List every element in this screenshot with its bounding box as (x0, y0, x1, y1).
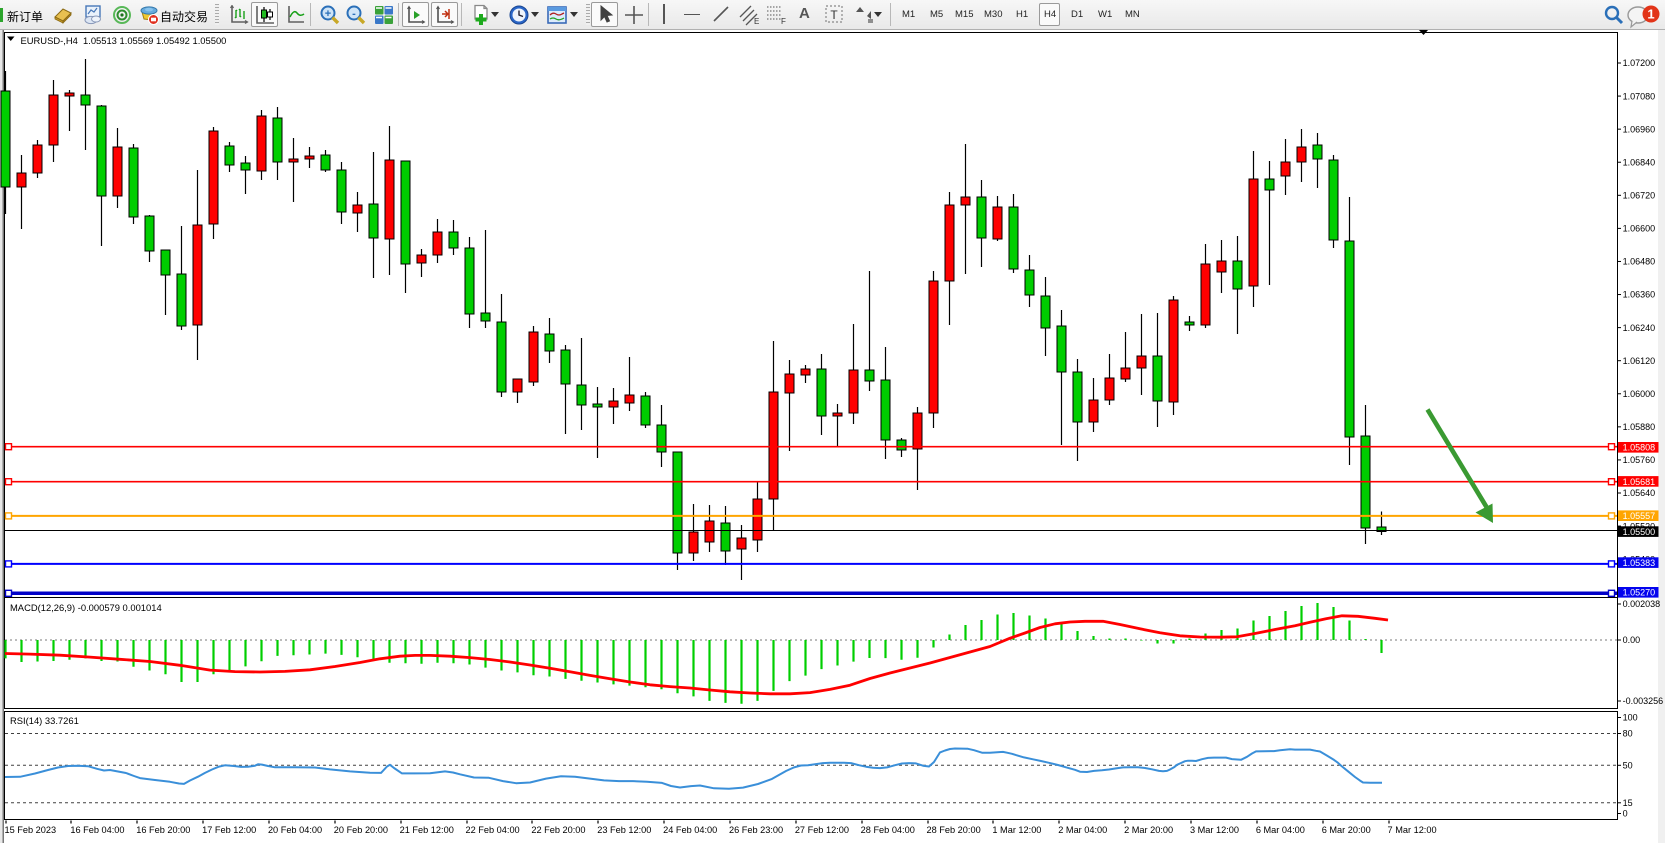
svg-text:20 Feb 20:00: 20 Feb 20:00 (334, 825, 388, 835)
svg-text:2 Mar 04:00: 2 Mar 04:00 (1058, 825, 1107, 835)
svg-text:22 Feb 04:00: 22 Feb 04:00 (466, 825, 520, 835)
svg-text:EURUSD-,H4 1.05513 1.05569 1.: EURUSD-,H4 1.05513 1.05569 1.05492 1.055… (21, 35, 227, 46)
svg-text:23 Feb 12:00: 23 Feb 12:00 (597, 825, 651, 835)
svg-text:1.06000: 1.06000 (1623, 389, 1656, 399)
svg-text:1.06720: 1.06720 (1623, 191, 1656, 201)
svg-text:-: - (352, 8, 356, 20)
svg-text:15: 15 (1623, 798, 1633, 808)
svg-text:20 Feb 04:00: 20 Feb 04:00 (268, 825, 322, 835)
svg-text:1.05640: 1.05640 (1623, 488, 1656, 498)
svg-text:0: 0 (1623, 809, 1628, 819)
svg-text:17 Feb 12:00: 17 Feb 12:00 (202, 825, 256, 835)
svg-text:7 Mar 12:00: 7 Mar 12:00 (1388, 825, 1437, 835)
svg-text:80: 80 (1623, 729, 1633, 739)
svg-text:21 Feb 12:00: 21 Feb 12:00 (400, 825, 454, 835)
svg-text:E: E (754, 17, 759, 26)
svg-text:28 Feb 20:00: 28 Feb 20:00 (927, 825, 981, 835)
svg-text:22 Feb 20:00: 22 Feb 20:00 (531, 825, 585, 835)
svg-text:15 Feb 2023: 15 Feb 2023 (5, 825, 57, 835)
svg-text:1.06120: 1.06120 (1623, 356, 1656, 366)
svg-text:T: T (830, 8, 838, 22)
svg-text:1.05557: 1.05557 (1623, 511, 1656, 521)
svg-text:100: 100 (1623, 713, 1638, 723)
svg-text:1.05500: 1.05500 (1623, 527, 1656, 537)
svg-text:16 Feb 20:00: 16 Feb 20:00 (136, 825, 190, 835)
svg-text:1.06960: 1.06960 (1623, 124, 1656, 134)
svg-text:1.05808: 1.05808 (1623, 443, 1656, 453)
svg-text:50: 50 (1623, 761, 1633, 771)
svg-text:+: + (325, 8, 331, 20)
svg-text:1.06840: 1.06840 (1623, 157, 1656, 167)
svg-text:RSI(14) 33.7261: RSI(14) 33.7261 (10, 715, 79, 726)
svg-text:0.00: 0.00 (1623, 635, 1641, 645)
svg-text:1.05681: 1.05681 (1623, 477, 1656, 487)
svg-text:3 Mar 12:00: 3 Mar 12:00 (1190, 825, 1239, 835)
svg-text:1.05520: 1.05520 (1623, 521, 1656, 531)
svg-text:1.05383: 1.05383 (1623, 558, 1656, 568)
svg-text:1: 1 (1647, 7, 1654, 22)
svg-text:16 Feb 04:00: 16 Feb 04:00 (70, 825, 124, 835)
svg-text:27 Feb 12:00: 27 Feb 12:00 (795, 825, 849, 835)
svg-text:1.06240: 1.06240 (1623, 323, 1656, 333)
svg-text:24 Feb 04:00: 24 Feb 04:00 (663, 825, 717, 835)
svg-text:0.002038: 0.002038 (1623, 599, 1661, 609)
svg-text:28 Feb 04:00: 28 Feb 04:00 (861, 825, 915, 835)
svg-text:2 Mar 20:00: 2 Mar 20:00 (1124, 825, 1173, 835)
svg-text:6 Mar 20:00: 6 Mar 20:00 (1322, 825, 1371, 835)
svg-text:1.06600: 1.06600 (1623, 224, 1656, 234)
svg-text:6 Mar 04:00: 6 Mar 04:00 (1256, 825, 1305, 835)
svg-text:26 Feb 23:00: 26 Feb 23:00 (729, 825, 783, 835)
svg-text:1.06360: 1.06360 (1623, 290, 1656, 300)
svg-text:-0.003256: -0.003256 (1623, 696, 1664, 706)
svg-text:1.06480: 1.06480 (1623, 257, 1656, 267)
svg-text:1.05270: 1.05270 (1623, 588, 1656, 598)
svg-text:1.05760: 1.05760 (1623, 455, 1656, 465)
svg-text:1.07200: 1.07200 (1623, 58, 1656, 68)
svg-text:1.05880: 1.05880 (1623, 422, 1656, 432)
svg-text:MACD(12,26,9) -0.000579 0.0010: MACD(12,26,9) -0.000579 0.001014 (10, 602, 162, 613)
svg-text:F: F (781, 17, 786, 26)
svg-text:1.07080: 1.07080 (1623, 91, 1656, 101)
svg-text:1 Mar 12:00: 1 Mar 12:00 (992, 825, 1041, 835)
